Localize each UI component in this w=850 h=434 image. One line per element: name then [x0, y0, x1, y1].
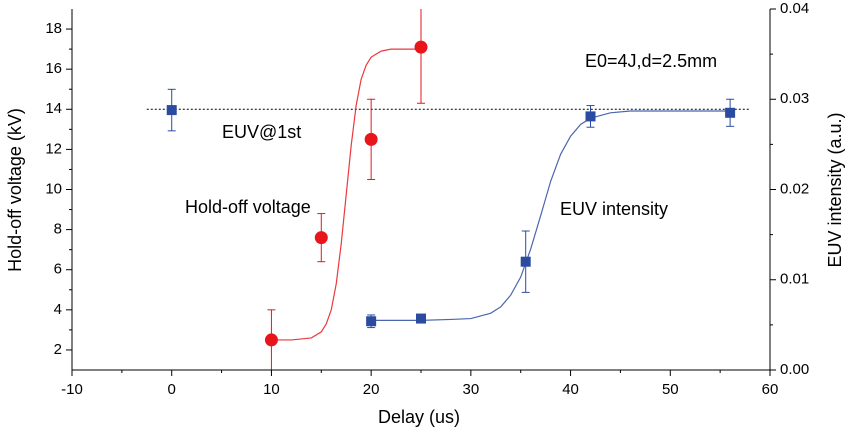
point — [166, 105, 177, 116]
point — [414, 40, 428, 54]
y-tick-label: 12 — [45, 140, 62, 157]
x-tick-label: 60 — [762, 381, 779, 398]
y2-tick-label: 0.00 — [780, 361, 809, 378]
point — [585, 111, 596, 122]
point — [416, 313, 426, 324]
point — [520, 256, 531, 267]
y2-axis-label: EUV intensity (a.u.) — [825, 112, 845, 267]
point — [264, 333, 278, 347]
x-tick-label: 0 — [168, 381, 176, 398]
y-tick-label: 18 — [45, 20, 62, 37]
x-tick-label: 10 — [263, 381, 280, 398]
reference-label: EUV@1st — [222, 122, 301, 142]
point — [314, 231, 328, 245]
x-axis-label: Delay (us) — [378, 407, 460, 427]
x-tick-label: 40 — [562, 381, 579, 398]
y-tick-label: 4 — [54, 301, 62, 318]
series-label: Hold-off voltage — [185, 197, 311, 217]
y-tick-label: 2 — [54, 341, 62, 358]
point — [725, 107, 736, 118]
y2-tick-label: 0.01 — [780, 271, 809, 288]
y2-tick-label: 0.02 — [780, 180, 809, 197]
point — [364, 132, 378, 146]
annotation: E0=4J,d=2.5mm — [585, 51, 717, 71]
y-tick-label: 10 — [45, 180, 62, 197]
fit-curve — [371, 110, 731, 321]
y-tick-label: 16 — [45, 60, 62, 77]
y-tick-label: 8 — [54, 221, 62, 238]
x-tick-label: 50 — [662, 381, 679, 398]
y-axis-label: Hold-off voltage (kV) — [5, 108, 25, 272]
y-tick-label: 14 — [45, 100, 62, 117]
x-tick-label: 30 — [463, 381, 480, 398]
x-tick-label: 20 — [363, 381, 380, 398]
point — [366, 316, 377, 327]
y-tick-label: 6 — [54, 261, 62, 278]
series-label: EUV intensity — [560, 199, 668, 219]
y2-tick-label: 0.04 — [780, 0, 809, 17]
fit-curve — [271, 48, 421, 341]
y2-tick-label: 0.03 — [780, 90, 809, 107]
x-tick-label: -10 — [61, 381, 83, 398]
